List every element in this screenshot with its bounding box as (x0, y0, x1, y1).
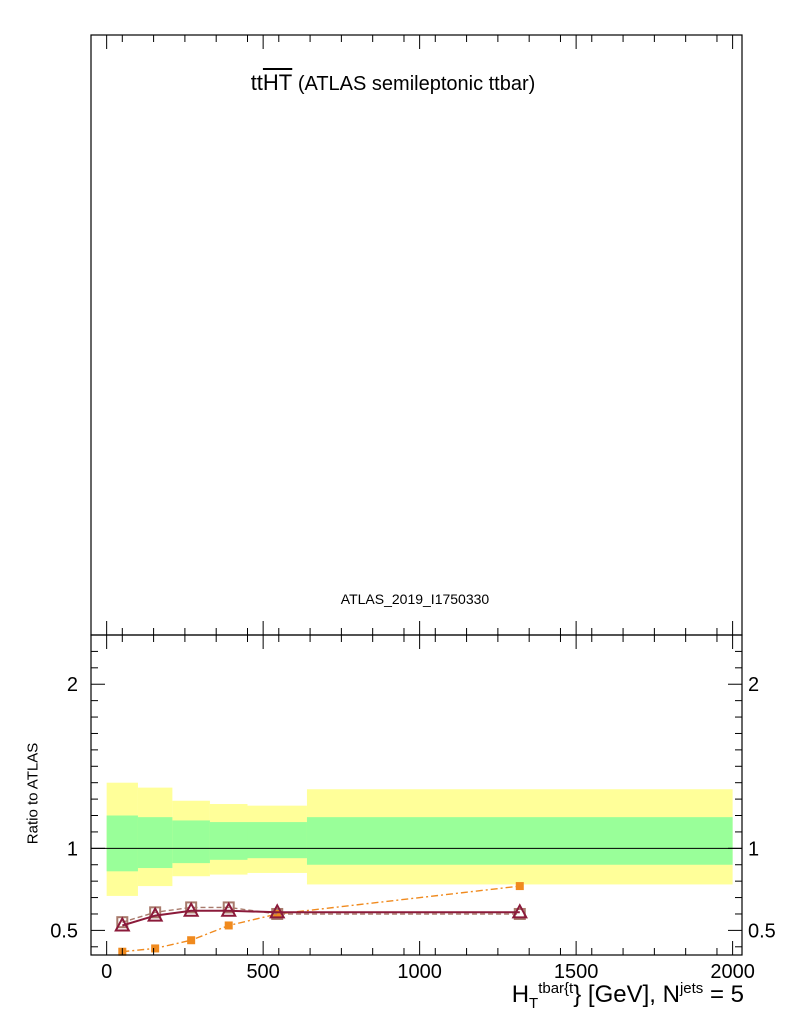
series-0-point (224, 921, 233, 930)
tick-labels: 0 500 1000 1500 2000 0.5 0.5 1 1 2 2 (50, 674, 776, 983)
series-2-point (220, 901, 237, 917)
ratio-axis-ticks (90, 635, 742, 955)
ratio-panel-frame (90, 634, 743, 956)
band-stat-bin (137, 817, 173, 869)
series-2-point (114, 916, 131, 932)
y-axis-label: Ratio to ATLAS (24, 742, 42, 845)
x-label-jets: jets (679, 980, 704, 997)
series-0-point (151, 944, 160, 953)
band-stat-bin (247, 822, 307, 859)
series-2-point (146, 906, 164, 922)
y-tick-label-right: 0.5 (748, 920, 776, 942)
main-panel-frame (90, 34, 743, 636)
y-tick-label-right: 2 (748, 674, 759, 696)
series-0-point (273, 909, 282, 918)
main-panel-ticks (90, 35, 734, 635)
series-0-line (122, 885, 520, 953)
band-stat-bin (306, 817, 733, 865)
x-tick-label: 1000 (397, 961, 442, 983)
y-tick-label-left: 0.5 (50, 920, 78, 942)
plot-title: ttHT (ATLAS semileptonic ttbar) (0, 70, 786, 96)
title-process-bar: HT (262, 70, 293, 95)
x-label-rest: } [GeV], N (573, 981, 680, 1008)
x-label-sup: tbar{t (538, 980, 574, 997)
x-label-tail: = 5 (703, 981, 744, 1008)
x-tick-label: 0 (101, 961, 112, 983)
series-2-point (182, 901, 200, 917)
analysis-label: ATLAS_2019_I1750330 (340, 591, 490, 607)
y-tick-label-left: 1 (67, 838, 78, 860)
series-group (114, 882, 528, 956)
band-stat-bin (209, 822, 248, 860)
series-2-point (511, 903, 528, 919)
series-0-point (187, 936, 196, 945)
y-tick-label-right: 1 (748, 838, 759, 860)
series-0-point (515, 882, 524, 891)
x-label-sub: T (529, 994, 539, 1012)
band-stat-bin (172, 820, 210, 864)
band-stat-bin (106, 815, 138, 872)
series-1-line (122, 906, 520, 923)
x-tick-label: 500 (246, 961, 279, 983)
series-2-point (269, 903, 286, 919)
uncertainty-band-stat (106, 815, 733, 872)
title-process: tt (250, 70, 263, 95)
title-subtitle: (ATLAS semileptonic ttbar) (297, 73, 536, 95)
x-tick-label: 1500 (554, 961, 599, 983)
series-2-line (122, 909, 520, 927)
x-axis-label: HTtbar{t} [GeV], Njets = 5 (512, 980, 744, 1012)
y-tick-label-left: 2 (67, 674, 78, 696)
x-tick-label: 2000 (710, 961, 755, 983)
x-label-base: H (511, 981, 530, 1008)
